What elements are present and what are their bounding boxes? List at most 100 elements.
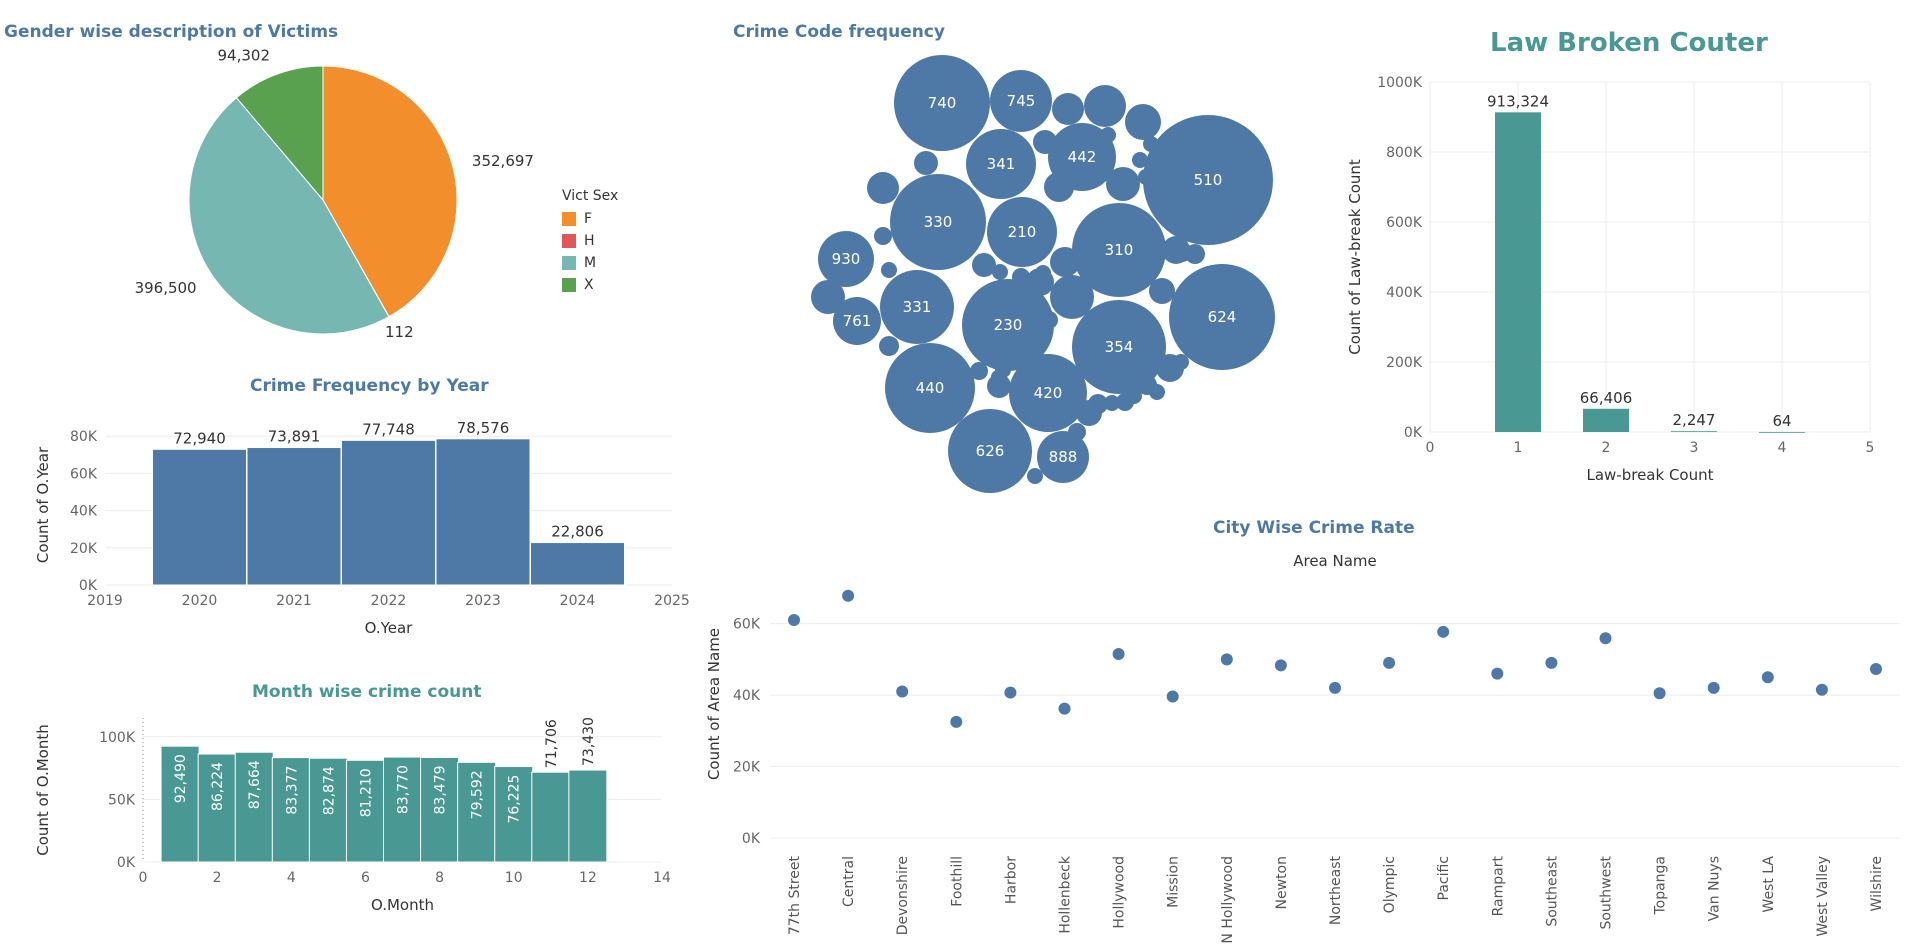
bar-3[interactable] — [1671, 431, 1717, 433]
scatter-point-77th-street[interactable] — [788, 614, 800, 627]
y-tick-label: 100K — [99, 730, 136, 746]
scatter-point-west-la[interactable] — [1761, 671, 1774, 684]
bar-value-label: 77,748 — [362, 420, 415, 438]
bubble-small[interactable] — [1173, 354, 1189, 370]
x-axis-label: O.Month — [371, 896, 434, 914]
bubble-small[interactable] — [1185, 244, 1205, 264]
bubble-442[interactable] — [1048, 123, 1116, 191]
bubble-small[interactable] — [1116, 393, 1134, 411]
bar-2024[interactable] — [530, 542, 625, 586]
legend-item-H[interactable]: H — [562, 230, 618, 252]
bubble-small[interactable] — [1106, 167, 1140, 201]
pie-slice-M[interactable] — [188, 97, 390, 335]
bubble-small[interactable] — [1132, 152, 1148, 168]
scatter-point-van-nuys[interactable] — [1707, 681, 1720, 694]
scatter-point-west-valley[interactable] — [1815, 683, 1828, 696]
bar-12[interactable] — [568, 769, 608, 863]
legend-item-M[interactable]: M — [562, 252, 618, 274]
bar-1[interactable] — [160, 745, 200, 863]
pie-slice-X[interactable] — [235, 65, 324, 202]
bubble-330[interactable] — [890, 174, 986, 270]
bubble-small[interactable] — [1050, 275, 1094, 319]
bubble-331[interactable] — [880, 270, 954, 344]
scatter-point-central[interactable] — [842, 589, 855, 602]
y-tick-label: 1000K — [1377, 75, 1423, 91]
bar-8[interactable] — [420, 756, 460, 863]
bubble-745[interactable] — [990, 70, 1052, 132]
bubble-510[interactable] — [1143, 115, 1273, 245]
scatter-point-newton[interactable] — [1274, 659, 1287, 672]
scatter-point-pacific[interactable] — [1437, 625, 1450, 638]
x-tick-label: 12 — [579, 870, 597, 886]
scatter-point-n-hollywood[interactable] — [1220, 653, 1233, 666]
bubble-740[interactable] — [894, 55, 990, 151]
scatter-point-mission[interactable] — [1166, 690, 1179, 703]
bubble-210[interactable] — [987, 197, 1057, 267]
bubble-small[interactable] — [1084, 85, 1126, 127]
bubble-small[interactable] — [1125, 104, 1161, 140]
bubble-small[interactable] — [914, 151, 938, 175]
bubble-small[interactable] — [972, 253, 996, 277]
bubble-small[interactable] — [879, 336, 899, 356]
bubble-label-210: 210 — [1008, 223, 1037, 241]
bar-5[interactable] — [308, 757, 348, 863]
scatter-point-foothill[interactable] — [950, 715, 963, 728]
bar-10[interactable] — [494, 766, 534, 863]
bubble-761[interactable] — [833, 297, 881, 345]
y-tick-label: 60K — [70, 466, 98, 482]
bubble-small[interactable] — [1035, 265, 1051, 281]
bubble-small[interactable] — [1027, 468, 1043, 484]
scatter-point-northeast[interactable] — [1329, 681, 1341, 694]
x-tick-label: 2 — [1602, 440, 1611, 456]
scatter-point-devonshire[interactable] — [896, 685, 909, 698]
bubble-small[interactable] — [881, 262, 897, 278]
bubble-small[interactable] — [1104, 395, 1120, 411]
bubble-310[interactable] — [1072, 203, 1166, 297]
bubble-341[interactable] — [966, 129, 1036, 199]
scatter-point-hollenbeck[interactable] — [1058, 702, 1071, 715]
bubble-small[interactable] — [1149, 384, 1165, 400]
bubble-440[interactable] — [885, 343, 975, 433]
bubble-626[interactable] — [948, 409, 1032, 493]
bubble-small[interactable] — [970, 362, 988, 380]
bar-11[interactable] — [531, 771, 571, 863]
bar-6[interactable] — [345, 759, 385, 863]
legend-item-F[interactable]: F — [562, 208, 618, 230]
bar-2[interactable] — [197, 753, 237, 863]
scatter-point-wilshire[interactable] — [1870, 662, 1882, 675]
bar-value-label: 92,490 — [173, 754, 189, 803]
bar-2021[interactable] — [246, 447, 342, 586]
bubble-small[interactable] — [991, 370, 1005, 384]
bar-2022[interactable] — [341, 439, 436, 586]
x-tick-label: 0 — [1426, 440, 1435, 456]
bubble-small[interactable] — [867, 172, 899, 204]
bubble-624[interactable] — [1169, 264, 1275, 370]
bar-2023[interactable] — [435, 438, 531, 586]
scatter-point-rampart[interactable] — [1491, 667, 1504, 680]
scatter-point-harbor[interactable] — [1004, 686, 1017, 699]
legend-item-X[interactable]: X — [562, 274, 618, 296]
pie-slice-F[interactable] — [322, 65, 458, 318]
bubble-354[interactable] — [1072, 300, 1166, 394]
bar-7[interactable] — [383, 756, 422, 863]
scatter-point-hollywood[interactable] — [1112, 647, 1125, 660]
bubble-420[interactable] — [1009, 354, 1087, 432]
bubble-930[interactable] — [818, 231, 874, 287]
bar-1[interactable] — [1495, 112, 1541, 432]
scatter-point-olympic[interactable] — [1383, 656, 1396, 669]
bar-2020[interactable] — [152, 448, 247, 586]
bar-4[interactable] — [1759, 431, 1805, 433]
bubble-888[interactable] — [1037, 431, 1089, 483]
bubble-small[interactable] — [874, 227, 892, 245]
bubble-small[interactable] — [992, 264, 1008, 280]
scatter-point-southwest[interactable] — [1599, 632, 1612, 645]
bubble-230[interactable] — [962, 279, 1054, 371]
bubble-small[interactable] — [1149, 278, 1175, 304]
scatter-point-southeast[interactable] — [1545, 656, 1558, 669]
bubble-small[interactable] — [1052, 93, 1084, 125]
scatter-point-topanga[interactable] — [1653, 687, 1666, 700]
year-bar-chart: 0K 20K 40K 60K 80K 72,940 73,891 77,748 78,576 22… — [34, 419, 690, 637]
bar-2[interactable] — [1583, 408, 1629, 432]
bubble-small[interactable] — [1088, 394, 1108, 414]
bubble-small[interactable] — [811, 280, 845, 314]
